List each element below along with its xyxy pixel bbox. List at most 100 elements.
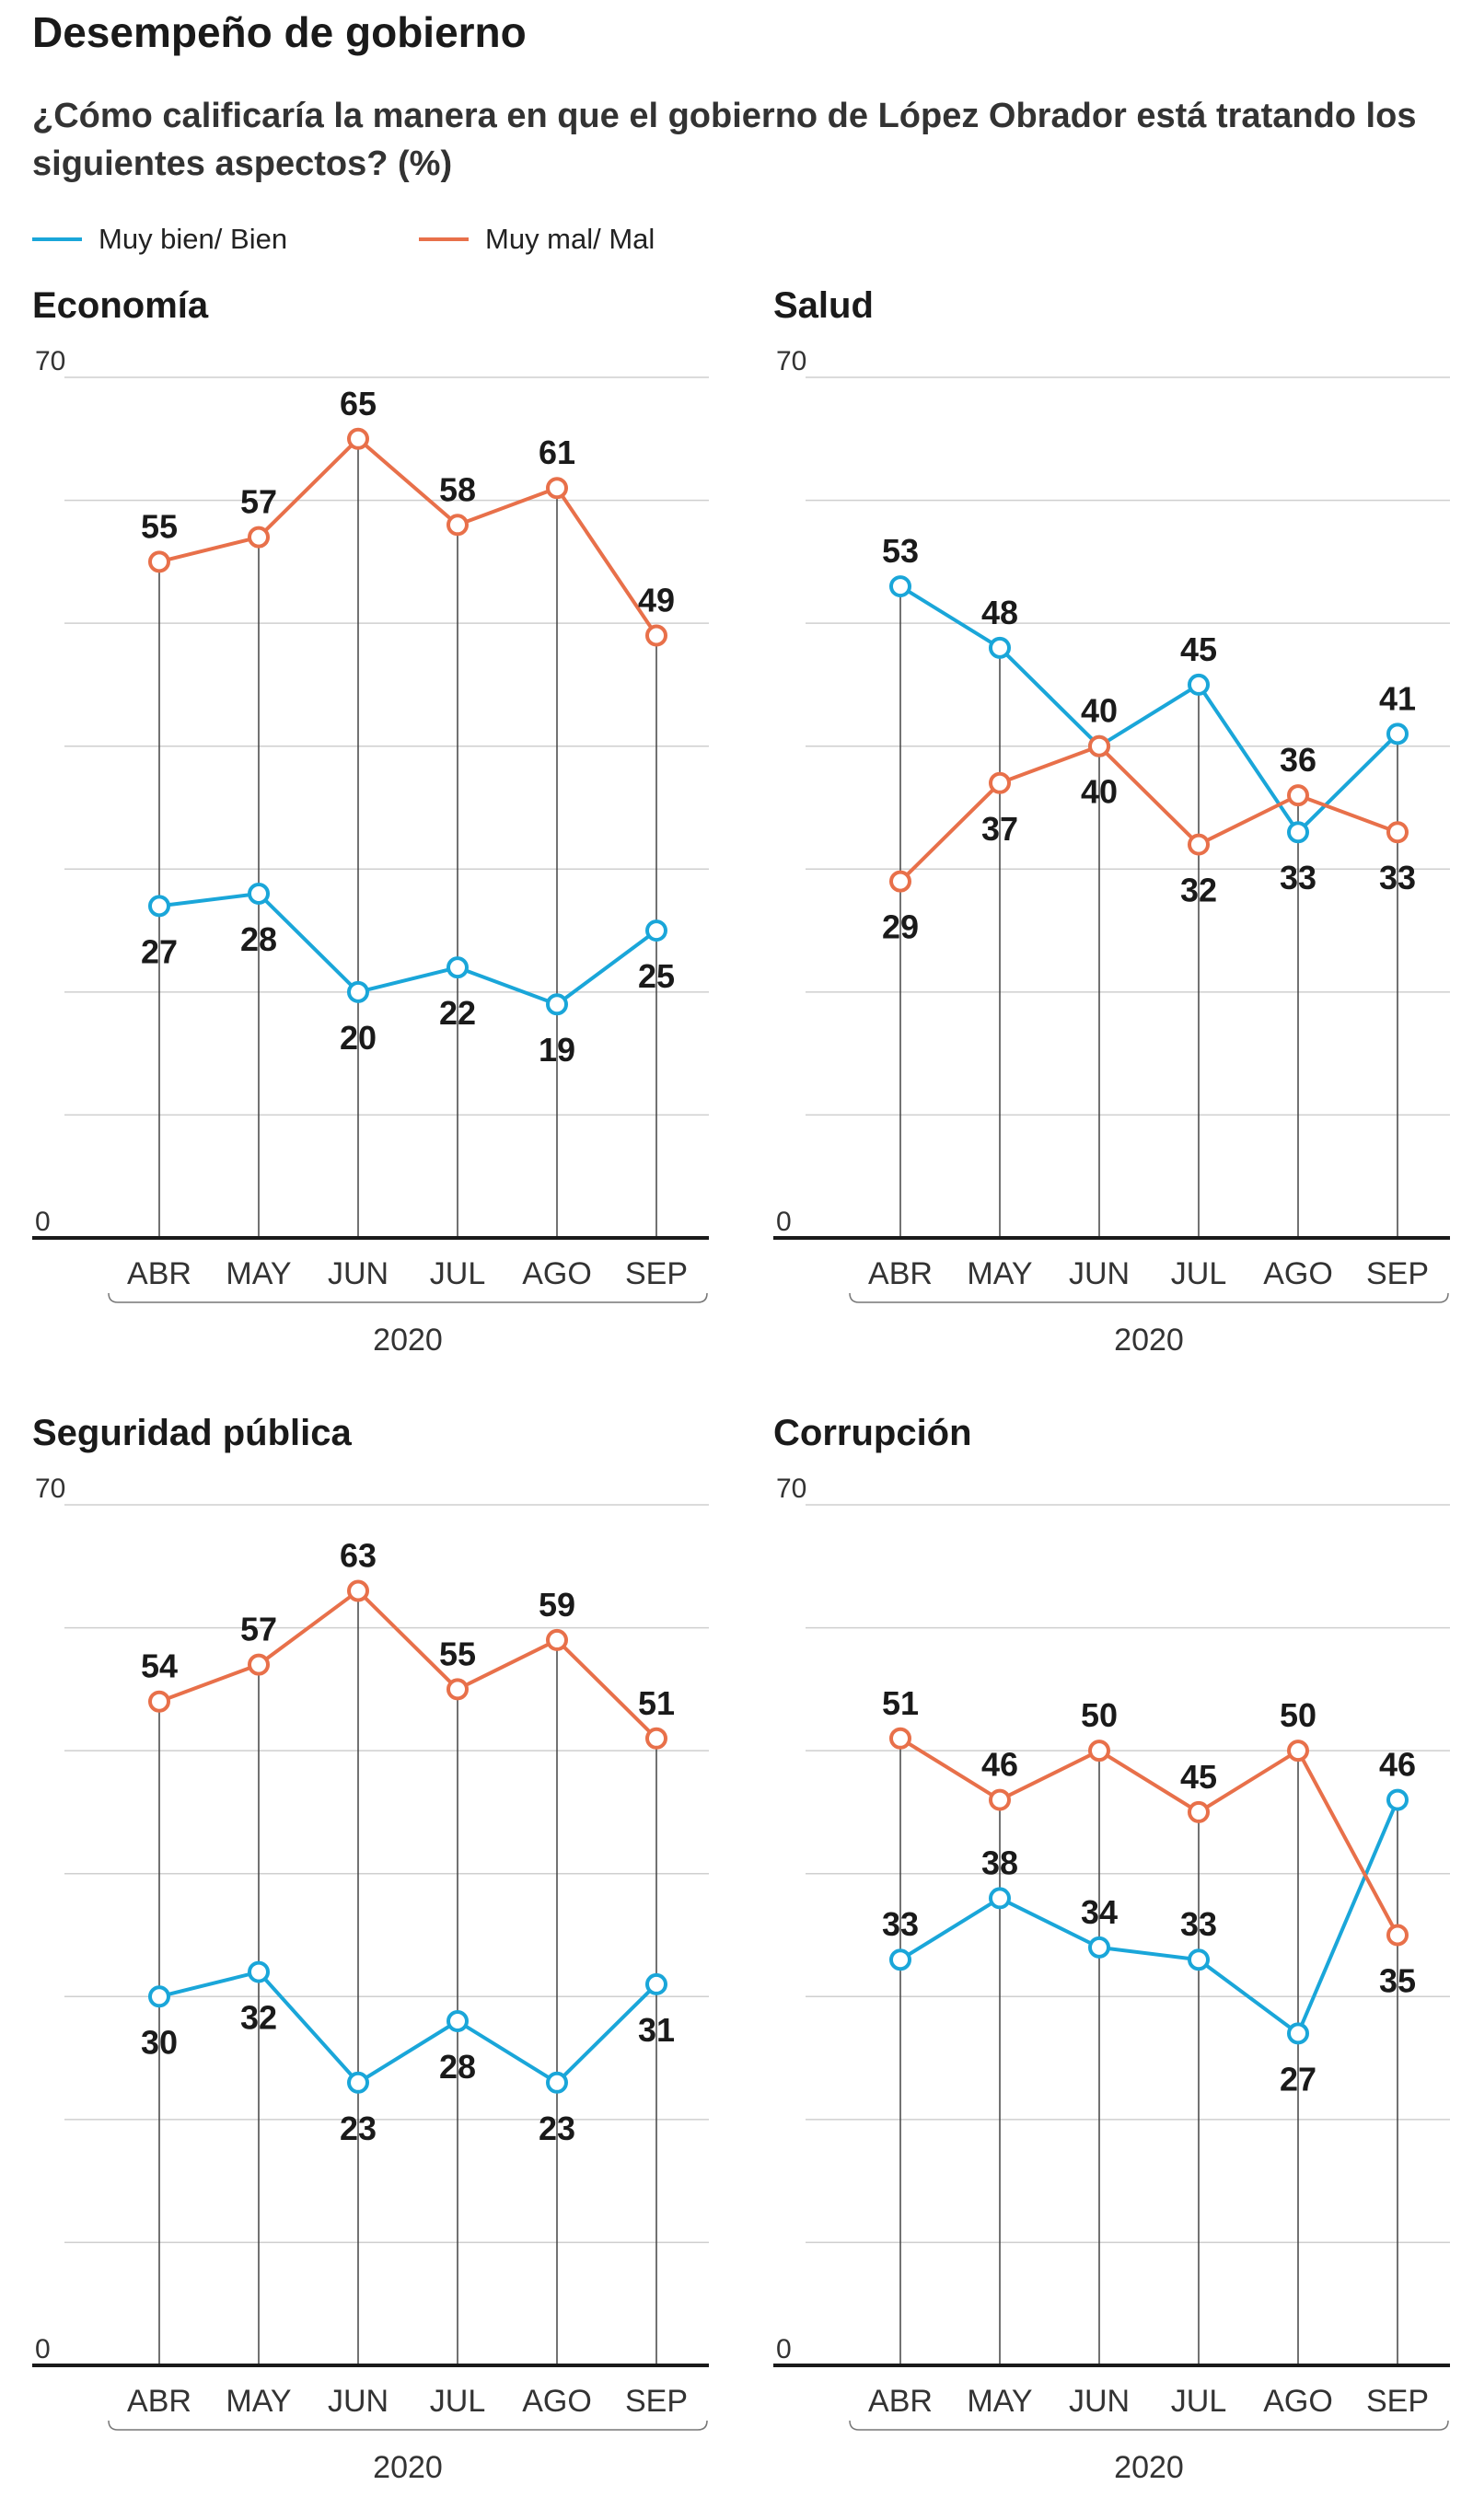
data-label-muy-mal-mal: 49 [638,582,675,619]
data-label-muy-mal-mal: 58 [439,470,476,508]
data-point-muy-mal-mal [1188,833,1210,856]
data-label-muy-mal-mal: 55 [439,1635,476,1672]
data-label-muy-bien-bien: 40 [1081,692,1118,730]
data-point-muy-bien-bien [1287,2022,1309,2045]
data-point-muy-bien-bien [148,1985,170,2008]
data-label-muy-bien-bien: 23 [340,2110,377,2147]
data-point-muy-bien-bien [546,2071,568,2094]
data-label-muy-bien-bien: 33 [1180,1905,1217,1943]
legend-item-mal: Muy mal/ Mal [419,221,655,258]
data-label-muy-mal-mal: 50 [1280,1696,1316,1734]
x-tick-label: JUN [328,2384,389,2419]
data-label-muy-mal-mal: 51 [882,1684,919,1722]
data-point-muy-bien-bien [447,2010,469,2032]
data-point-muy-mal-mal [248,526,270,549]
data-point-muy-bien-bien [1386,722,1409,746]
data-label-muy-mal-mal: 51 [638,1684,675,1722]
data-label-muy-mal-mal: 61 [539,433,575,471]
chart-seguridad-publica: Seguridad pública 0 70 ABR MAY JUN JUL AGO SEP 20… [32,1413,709,2485]
x-tick-label: ABR [127,1256,191,1291]
x-tick-label: SEP [625,1256,688,1291]
data-point-muy-bien-bien [447,956,469,979]
y-tick-label: 0 [35,1207,51,1237]
data-point-muy-mal-mal [1386,821,1409,844]
x-tick-label: MAY [226,2384,291,2419]
x-tick-label: JUN [328,1256,389,1291]
x-tick-label: ABR [868,2384,933,2419]
y-tick-label: 0 [776,2334,792,2364]
data-point-muy-mal-mal [1287,784,1309,807]
x-tick-label: MAY [967,1256,1032,1291]
x-tick-label: JUL [430,1256,485,1291]
year-bracket [849,1292,1449,1303]
data-label-muy-bien-bien: 41 [1379,679,1416,717]
series-line-muy-mal-mal [158,1589,658,1740]
data-label-muy-mal-mal: 32 [1180,872,1217,909]
x-tick-label: MAY [967,2384,1032,2419]
data-label-muy-mal-mal: 40 [1081,773,1118,811]
data-point-muy-mal-mal [645,624,667,647]
data-label-muy-bien-bien: 28 [439,2048,476,2086]
data-label-muy-bien-bien: 48 [981,594,1018,631]
data-label-muy-bien-bien: 23 [539,2110,575,2147]
data-point-muy-bien-bien [989,1887,1011,1910]
legend-label-bien: Muy bien/ Bien [99,223,288,255]
data-label-muy-mal-mal: 37 [981,810,1018,848]
chart-salud: Salud 0 70 ABR MAY JUN JUL AGO SEP 2020 53 48 40 45 33… [773,285,1450,1358]
x-tick-label: AGO [1263,2384,1333,2419]
data-label-muy-mal-mal: 50 [1081,1696,1118,1734]
data-label-muy-bien-bien: 53 [882,532,919,570]
data-point-muy-bien-bien [248,1960,270,1983]
data-point-muy-mal-mal [1386,1924,1409,1947]
data-point-muy-bien-bien [1287,821,1309,844]
y-tick-label: 70 [35,1474,65,1504]
data-point-muy-bien-bien [645,1972,667,1995]
y-tick-label: 70 [776,346,806,376]
data-point-muy-bien-bien [347,2071,369,2094]
data-point-muy-mal-mal [989,1788,1011,1811]
legend-swatch-bien [32,237,82,241]
data-label-muy-bien-bien: 38 [981,1844,1018,1881]
x-tick-label: JUL [1171,2384,1226,2419]
chart-title: Corrupción [773,1413,972,1453]
x-tick-label: AGO [522,2384,592,2419]
data-label-muy-bien-bien: 27 [141,932,178,970]
data-point-muy-bien-bien [989,636,1011,659]
chart-corrupcion: Corrupción 0 70 ABR MAY JUN JUL AGO SEP 2020 33 38 3… [773,1413,1450,2485]
data-label-muy-bien-bien: 27 [1280,2060,1316,2098]
legend-label-mal: Muy mal/ Mal [485,223,655,255]
x-tick-label: SEP [1366,2384,1429,2419]
data-label-muy-bien-bien: 28 [240,920,277,958]
x-tick-label: JUN [1069,1256,1130,1291]
y-tick-label: 0 [776,1207,792,1237]
data-point-muy-bien-bien [1386,1788,1409,1811]
data-point-muy-mal-mal [347,427,369,450]
year-bracket [108,1292,708,1303]
data-point-muy-bien-bien [148,895,170,918]
year-bracket [108,2420,708,2431]
data-label-muy-bien-bien: 33 [882,1905,919,1943]
data-label-muy-mal-mal: 29 [882,908,919,946]
data-label-muy-mal-mal: 35 [1379,1962,1416,2000]
data-point-muy-bien-bien [546,993,568,1016]
series-line-muy-bien-bien [158,892,658,1007]
data-point-muy-mal-mal [546,1628,568,1651]
legend-item-bien: Muy bien/ Bien [32,221,287,258]
data-point-muy-mal-mal [447,514,469,537]
data-point-muy-mal-mal [148,1690,170,1713]
data-point-muy-mal-mal [1287,1740,1309,1763]
data-label-muy-mal-mal: 45 [1180,1758,1217,1796]
data-point-muy-bien-bien [1188,1948,1210,1971]
data-label-muy-bien-bien: 31 [638,2011,675,2049]
y-tick-label: 0 [35,2334,51,2364]
data-label-muy-bien-bien: 30 [141,2023,178,2061]
data-label-muy-bien-bien: 19 [539,1031,575,1069]
y-tick-label: 70 [35,346,65,376]
data-point-muy-mal-mal [889,870,911,893]
chart-title: Salud [773,285,874,326]
series-line-muy-bien-bien [899,1798,1399,2036]
legend: Muy bien/ Bien Muy mal/ Mal [32,221,861,258]
year-bracket [849,2420,1449,2431]
data-point-muy-mal-mal [546,477,568,500]
